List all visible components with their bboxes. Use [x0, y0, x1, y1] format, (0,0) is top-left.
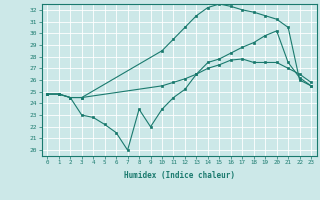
X-axis label: Humidex (Indice chaleur): Humidex (Indice chaleur) — [124, 171, 235, 180]
